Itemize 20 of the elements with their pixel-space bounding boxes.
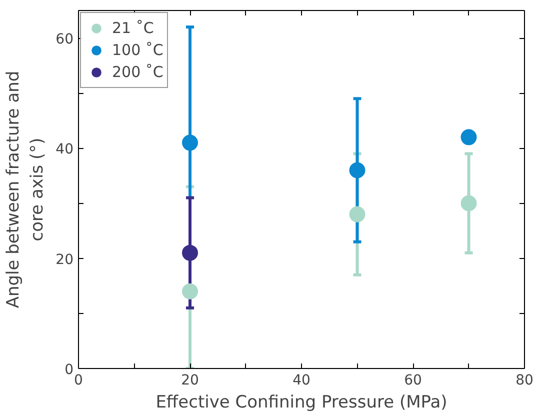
- point: [182, 134, 198, 151]
- point: [349, 162, 366, 178]
- x-axis-title: Effective Confining Pressure (MPa): [156, 392, 448, 412]
- y-tick-label: 60: [56, 32, 74, 48]
- point: [349, 206, 366, 222]
- legend-label: 100 ˚C: [112, 41, 164, 59]
- legend-label: 21 ˚C: [112, 19, 154, 37]
- legend-label: 200 ˚C: [112, 63, 164, 81]
- y-tick-label: 20: [56, 252, 74, 268]
- x-tick-label: 20: [181, 372, 199, 388]
- point: [182, 244, 198, 261]
- point: [460, 195, 477, 212]
- y-axis-title: Angle between fracture and core axis (°): [4, 70, 48, 308]
- point: [460, 129, 477, 146]
- x-tick-label: 60: [404, 372, 422, 388]
- y-tick-label: 0: [64, 362, 74, 378]
- point: [182, 283, 198, 300]
- y-tick-label: 40: [56, 142, 74, 158]
- x-tick-label: 80: [516, 372, 534, 388]
- x-tick-label: 40: [292, 372, 310, 388]
